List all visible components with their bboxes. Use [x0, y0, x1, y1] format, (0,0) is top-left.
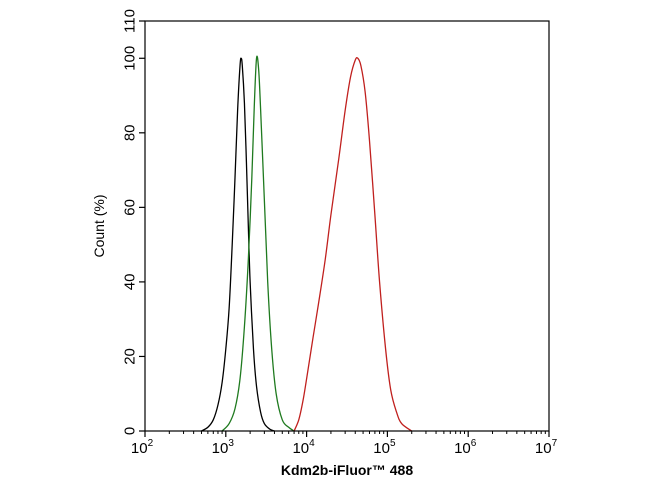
x-tick-exponent: 7 [552, 438, 558, 449]
series-line-3 [293, 56, 413, 432]
x-tick-base: 10 [292, 440, 309, 457]
x-tick-label: 104 [292, 438, 315, 457]
x-tick-exponent: 2 [148, 438, 154, 449]
y-axis-title: Count (%) [91, 194, 107, 257]
y-axis-ticks: 0 20 40 60 80 100 110 [121, 9, 145, 435]
x-tick-base: 10 [373, 440, 390, 457]
x-tick-label: 107 [535, 438, 558, 457]
x-tick-label: 106 [454, 438, 477, 457]
y-tick-label: 110 [121, 9, 138, 33]
plot-frame [144, 20, 550, 432]
x-tick-base: 10 [535, 440, 552, 457]
y-tick-label: 80 [121, 124, 138, 141]
x-axis-title: Kdm2b-iFluor™ 488 [281, 462, 413, 478]
series-line-2 [221, 55, 295, 432]
y-tick-label: 40 [121, 274, 138, 291]
x-tick-exponent: 6 [471, 438, 477, 449]
series-line-1 [201, 57, 275, 432]
x-tick-label: 103 [212, 438, 235, 457]
x-tick-base: 10 [454, 440, 471, 457]
series-group [201, 55, 413, 432]
x-tick-label: 102 [131, 438, 154, 457]
y-tick-label: 100 [121, 46, 138, 71]
x-tick-exponent: 3 [228, 438, 234, 449]
x-axis-ticks: 102 103 104 105 106 107 [131, 431, 558, 457]
x-tick-exponent: 5 [390, 438, 396, 449]
y-tick-label: 60 [121, 199, 138, 216]
x-tick-label: 105 [373, 438, 396, 457]
x-tick-base: 10 [212, 440, 229, 457]
y-tick-label: 20 [121, 348, 138, 365]
x-tick-base: 10 [131, 440, 148, 457]
y-tick-label: 0 [121, 427, 138, 435]
x-tick-exponent: 4 [309, 438, 315, 449]
